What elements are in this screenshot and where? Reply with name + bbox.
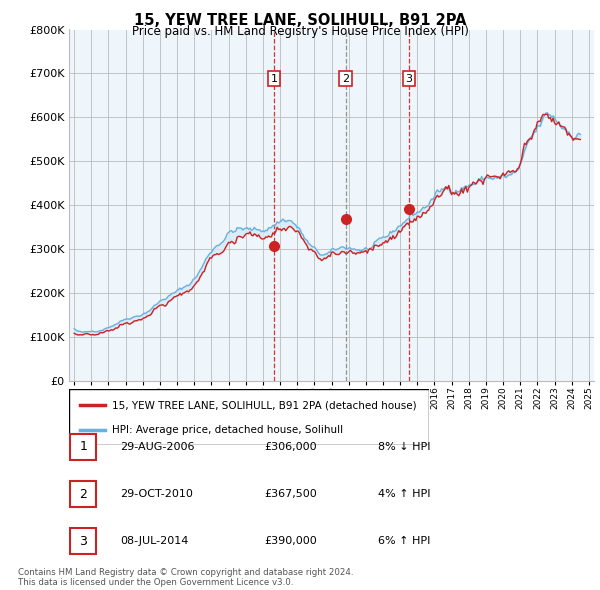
Text: 1: 1: [79, 440, 88, 454]
Text: 8% ↓ HPI: 8% ↓ HPI: [378, 442, 431, 452]
Text: £367,500: £367,500: [264, 489, 317, 499]
Text: 2: 2: [79, 487, 88, 501]
Text: 15, YEW TREE LANE, SOLIHULL, B91 2PA (detached house): 15, YEW TREE LANE, SOLIHULL, B91 2PA (de…: [112, 400, 417, 410]
Text: 2: 2: [342, 74, 349, 84]
Bar: [70, 434, 97, 460]
Text: 29-OCT-2010: 29-OCT-2010: [120, 489, 193, 499]
Text: HPI: Average price, detached house, Solihull: HPI: Average price, detached house, Soli…: [112, 425, 343, 435]
Text: Contains HM Land Registry data © Crown copyright and database right 2024.
This d: Contains HM Land Registry data © Crown c…: [18, 568, 353, 587]
Text: 08-JUL-2014: 08-JUL-2014: [120, 536, 188, 546]
Text: 29-AUG-2006: 29-AUG-2006: [120, 442, 194, 452]
Text: £306,000: £306,000: [264, 442, 317, 452]
Text: 6% ↑ HPI: 6% ↑ HPI: [378, 536, 430, 546]
Text: 3: 3: [406, 74, 413, 84]
Text: Price paid vs. HM Land Registry's House Price Index (HPI): Price paid vs. HM Land Registry's House …: [131, 25, 469, 38]
Text: 1: 1: [271, 74, 278, 84]
Text: £390,000: £390,000: [264, 536, 317, 546]
Text: 4% ↑ HPI: 4% ↑ HPI: [378, 489, 431, 499]
Bar: [70, 529, 97, 555]
Bar: [70, 481, 97, 507]
Text: 3: 3: [79, 535, 88, 548]
Text: 15, YEW TREE LANE, SOLIHULL, B91 2PA: 15, YEW TREE LANE, SOLIHULL, B91 2PA: [134, 13, 466, 28]
